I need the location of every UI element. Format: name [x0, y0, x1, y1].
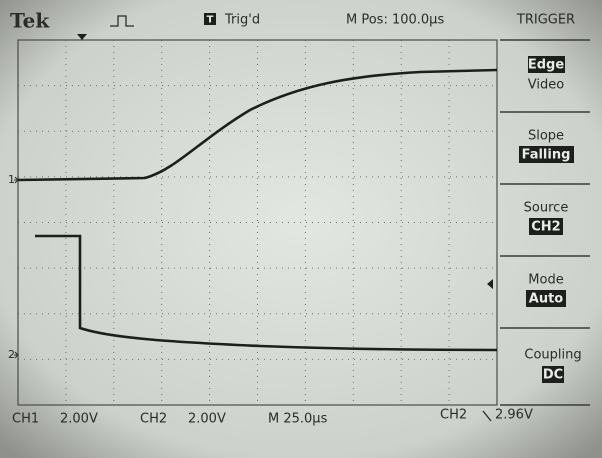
- trigger-icon: [204, 13, 216, 25]
- ch2-trace: [35, 234, 498, 352]
- highlight: [529, 218, 563, 235]
- trigger-level: 2.96V: [495, 408, 533, 423]
- trigger-level-marker: [487, 279, 493, 289]
- ch1-trace: [17, 68, 498, 182]
- menu-label[interactable]: Mode: [528, 273, 563, 288]
- menu-value[interactable]: CH2: [531, 220, 560, 235]
- horizontal-position: M Pos: 100.0µs: [346, 13, 444, 28]
- graticule-frame: [17, 39, 498, 406]
- menu-label[interactable]: Coupling: [524, 348, 581, 363]
- ch2-label: CH2: [140, 412, 167, 427]
- graticule: [18, 40, 497, 405]
- ch1-scale: 2.00V: [60, 412, 98, 427]
- menu-label[interactable]: Source: [524, 201, 569, 216]
- menu-value[interactable]: Auto: [529, 292, 564, 307]
- menu-value[interactable]: DC: [543, 368, 563, 383]
- ch1-marker: 1: [8, 173, 15, 186]
- menu-label[interactable]: Slope: [528, 129, 564, 144]
- menu-option-selected[interactable]: Edge: [528, 58, 564, 73]
- menu-title: TRIGGER: [516, 13, 575, 28]
- menu-value[interactable]: Falling: [522, 148, 571, 163]
- timebase: M 25.0µs: [268, 412, 328, 427]
- menu-option[interactable]: Video: [528, 78, 564, 93]
- falling-edge-icon: [482, 410, 492, 422]
- highlight: [528, 56, 565, 73]
- ch2-marker: 2: [8, 348, 15, 361]
- trigger-position-marker: [77, 34, 87, 40]
- ch2-arrow: [14, 351, 19, 359]
- trigger-status: Trig'd: [224, 13, 260, 28]
- ch2-scale: 2.00V: [188, 412, 226, 427]
- acquisition-icon: [110, 15, 134, 27]
- highlight: [519, 146, 574, 163]
- trigger-icon-letter: T: [207, 15, 214, 26]
- highlight: [542, 366, 564, 383]
- highlight: [526, 290, 566, 307]
- trigger-source: CH2: [440, 408, 467, 423]
- brand: Tek: [10, 9, 50, 33]
- ch1-label: CH1: [12, 412, 39, 427]
